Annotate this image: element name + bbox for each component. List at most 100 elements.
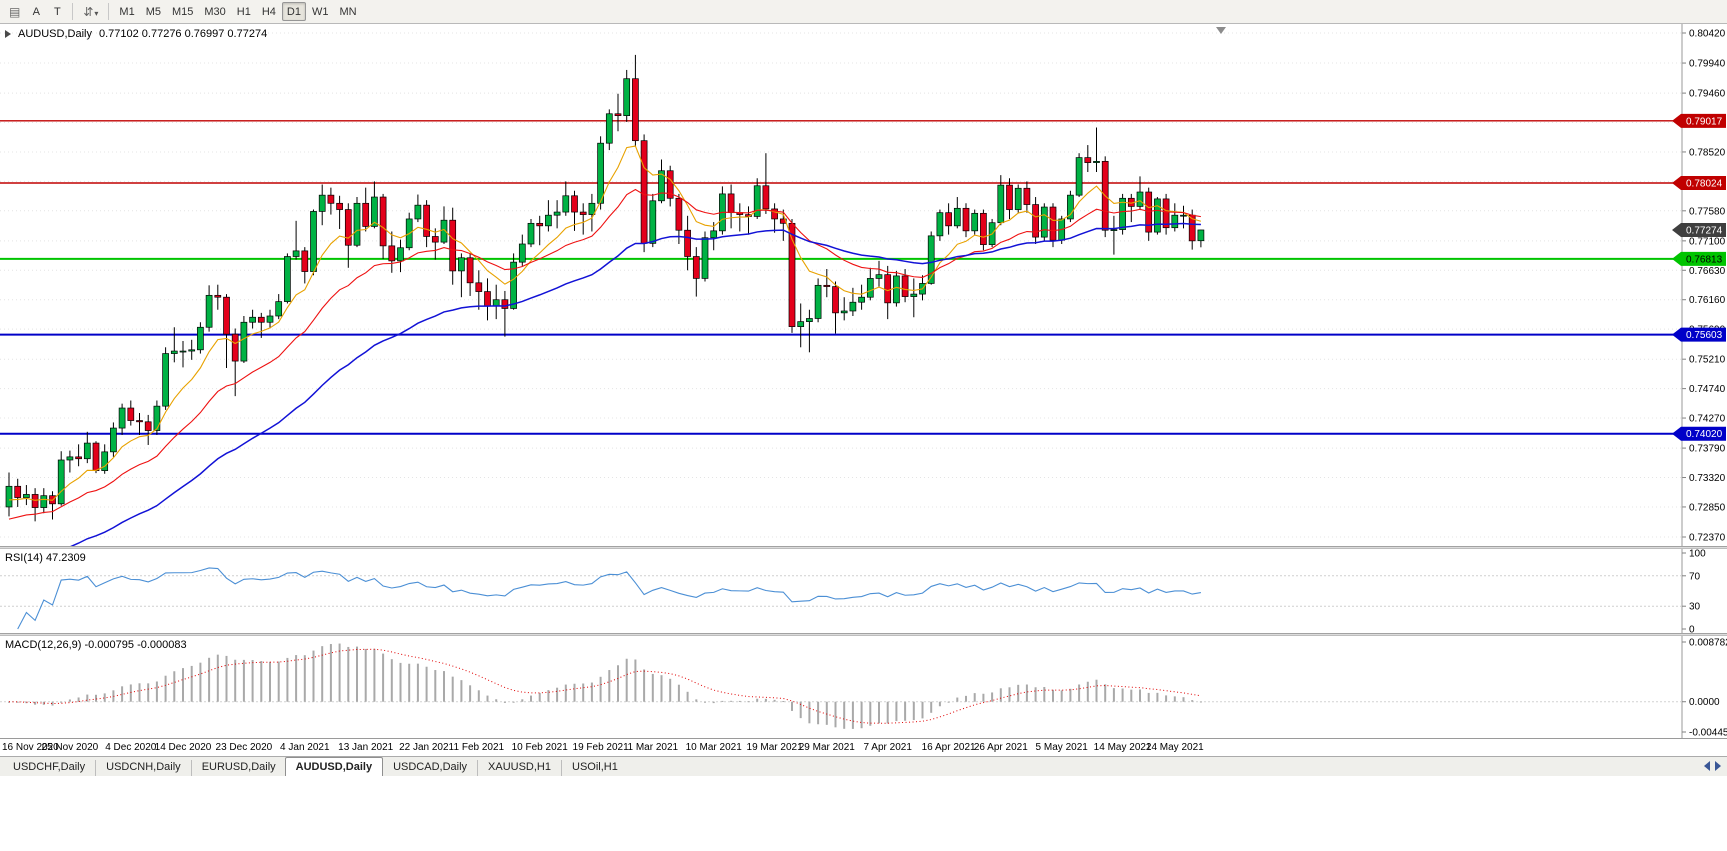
macd-bar xyxy=(321,646,324,702)
macd-bar xyxy=(677,684,680,702)
timeframe-button-d1[interactable]: D1 xyxy=(281,2,306,21)
timeframe-button-m15[interactable]: M15 xyxy=(171,6,194,18)
timeframe-button-w1[interactable]: W1 xyxy=(311,6,329,18)
macd-bar xyxy=(712,701,715,704)
candle-up xyxy=(927,235,935,284)
candle-up xyxy=(910,293,918,297)
chart-tab-audusd-daily[interactable]: AUDUSD,Daily xyxy=(284,757,384,776)
tabbar-scroll-left-icon[interactable] xyxy=(1704,761,1710,771)
candle-down xyxy=(614,113,622,116)
macd-bar xyxy=(1139,689,1141,702)
chart-tab-usdchf-daily[interactable]: USDCHF,Daily xyxy=(13,761,86,773)
date-axis-label: 25 Nov 2020 xyxy=(41,742,99,753)
price-flag: 0.79017 xyxy=(1672,113,1726,128)
macd-bar xyxy=(695,699,698,702)
candle-up xyxy=(66,456,74,461)
pane-splitter[interactable] xyxy=(0,546,1727,549)
candle-down xyxy=(901,275,909,297)
macd-bar xyxy=(460,680,463,702)
chart-tab-eurusd-daily[interactable]: EURUSD,Daily xyxy=(190,760,286,776)
tabbar-scroll-right-icon[interactable] xyxy=(1715,761,1721,771)
toolbar: ▤ A T ⇵▾ M1 M5 M15 M30 H1 H4 D1 W1 MN xyxy=(0,0,1727,24)
macd-bar xyxy=(965,695,967,702)
macd-bar xyxy=(1104,684,1107,702)
macd-bar xyxy=(634,659,637,702)
timeframe-button-h4[interactable]: H4 xyxy=(261,6,276,18)
candle-up xyxy=(840,310,848,314)
chart-tab-usoil-h1[interactable]: USOil,H1 xyxy=(561,760,628,776)
horizontal-lines-layer[interactable] xyxy=(0,120,1682,435)
candle-down xyxy=(223,296,230,335)
candle-down xyxy=(1049,206,1057,241)
chart-list-icon[interactable]: ▤ xyxy=(9,5,21,19)
macd-bar xyxy=(1147,692,1150,702)
macd-bar xyxy=(121,686,124,702)
candle-up xyxy=(562,195,570,213)
macd-bar xyxy=(225,655,228,702)
macd-bar xyxy=(1034,687,1037,702)
candle-down xyxy=(1084,157,1092,163)
candle-up xyxy=(1014,187,1022,210)
candle-up xyxy=(240,321,248,362)
candle-up xyxy=(1040,206,1048,238)
macd-bar xyxy=(60,701,63,703)
date-axis-label: 14 Dec 2020 xyxy=(154,742,212,753)
pane-splitter[interactable] xyxy=(0,633,1727,636)
chart-shift-marker[interactable] xyxy=(1216,27,1226,34)
price-axis-label: 0.74270 xyxy=(1689,414,1726,425)
rsi-axis-label: 0 xyxy=(1689,625,1695,634)
date-axis-label: 10 Feb 2021 xyxy=(511,742,568,753)
macd-bar xyxy=(886,701,889,724)
macd-bar xyxy=(582,683,585,702)
macd-bar xyxy=(25,701,28,704)
chart-tab-usdcnh-daily[interactable]: USDCNH,Daily xyxy=(95,760,191,776)
candle-up xyxy=(997,184,1005,224)
rsi-canvas[interactable]: 100 70 30 0 xyxy=(0,549,1727,633)
macd-bar xyxy=(434,670,437,702)
timeframe-button-mn[interactable]: MN xyxy=(339,6,357,18)
macd-bar xyxy=(878,701,880,724)
macd-bar xyxy=(869,701,872,726)
rsi-axis-label: 30 xyxy=(1689,602,1701,613)
candle-up xyxy=(518,243,526,263)
candle-down xyxy=(449,219,457,272)
candle-down xyxy=(962,207,970,232)
price-flag: 0.76813 xyxy=(1672,251,1726,266)
timeframe-button-m1[interactable]: M1 xyxy=(119,6,135,18)
macd-bar xyxy=(234,659,237,702)
macd-bar xyxy=(590,682,593,702)
candle-up xyxy=(875,274,883,279)
candle-up xyxy=(118,407,126,429)
timeframe-cycle-icon[interactable]: ⇵▾ xyxy=(83,5,99,19)
candle-up xyxy=(1180,214,1187,217)
chart-tab-xauusd-h1[interactable]: XAUUSD,H1 xyxy=(477,760,561,776)
price-flag: 0.74020 xyxy=(1672,426,1726,441)
candle-down xyxy=(666,170,674,199)
main-chart-canvas[interactable]: 0.804200.799400.794600.789900.785200.780… xyxy=(0,24,1727,546)
macd-bar xyxy=(1095,679,1098,702)
macd-bar xyxy=(904,701,907,721)
macd-axis-label: 0.0000 xyxy=(1689,697,1720,708)
date-axis-label: 29 Mar 2021 xyxy=(798,742,855,753)
timeframe-button-h1[interactable]: H1 xyxy=(236,6,251,18)
candle-up xyxy=(249,316,256,323)
macd-bar xyxy=(608,670,611,702)
candle-up xyxy=(971,212,979,232)
chart-tab-usdcad-daily[interactable]: USDCAD,Daily xyxy=(393,761,468,773)
arrow-tool-button[interactable]: A xyxy=(32,6,41,18)
date-axis-label: 14 May 2021 xyxy=(1093,742,1152,753)
text-tool-button[interactable]: T xyxy=(53,6,61,18)
macd-bar xyxy=(443,671,445,702)
macd-bar xyxy=(329,644,332,702)
date-axis[interactable]: 16 Nov 2020 25 Nov 2020 4 Dec 2020 14 Dec 2… xyxy=(0,738,1727,756)
candle-up xyxy=(1171,214,1179,229)
timeframe-button-m5[interactable]: M5 xyxy=(145,6,161,18)
candle-down xyxy=(727,193,735,214)
date-axis-label: 16 Apr 2021 xyxy=(921,742,976,753)
macd-canvas[interactable]: 0.008782 0.0000 -0.004451 xyxy=(0,636,1727,738)
candle-up xyxy=(353,202,361,246)
timeframe-button-m30[interactable]: M30 xyxy=(204,6,226,18)
macd-bar xyxy=(251,660,254,702)
macd-bar xyxy=(364,648,367,702)
one-click-trading-toggle-icon[interactable] xyxy=(5,30,11,38)
